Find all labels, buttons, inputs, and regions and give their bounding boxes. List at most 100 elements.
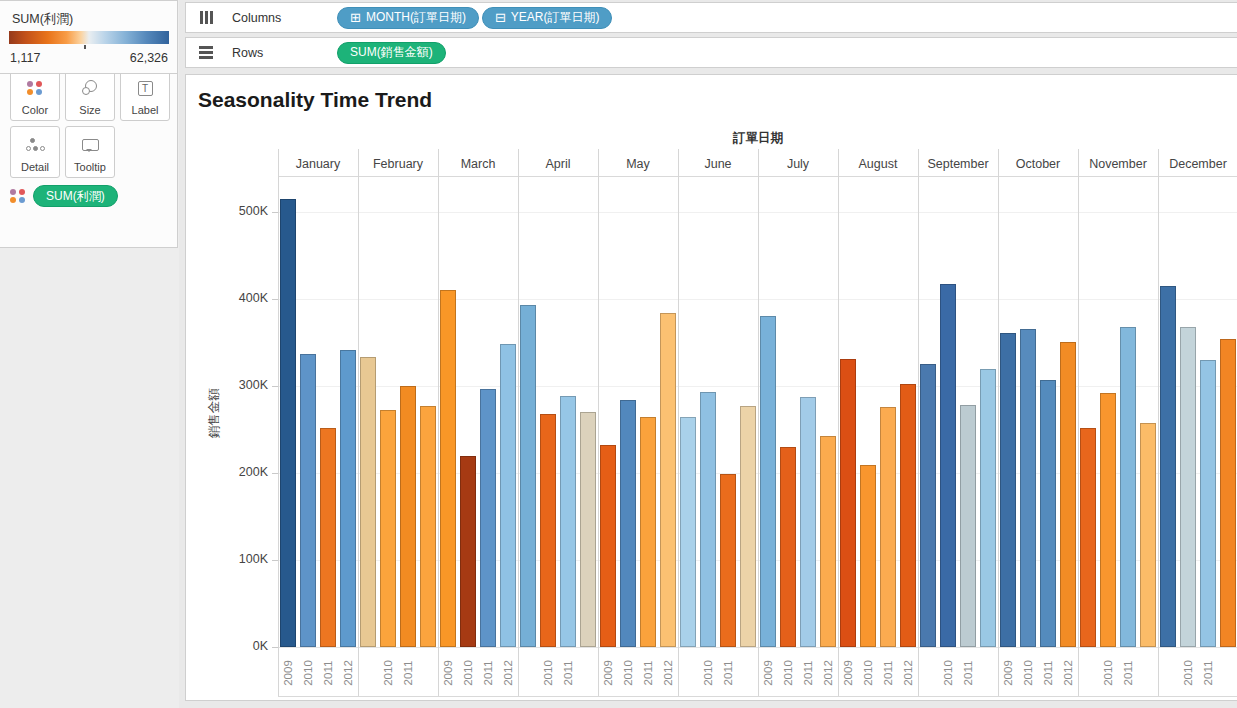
x-tick-year-label: 2012 [501,651,515,695]
x-tick-year-label: 2012 [821,651,835,695]
bar-may-2012[interactable] [660,313,676,647]
x-tick-year-label: 2011 [401,651,415,695]
label-button[interactable]: T Label [120,69,170,121]
bar-september-2012[interactable] [980,369,996,647]
rows-icon [196,46,216,59]
bar-april-2010[interactable] [540,414,556,647]
pill-sum-sales[interactable]: SUM(銷售金額) [337,42,446,64]
month-header-april: April [518,154,598,174]
worksheet: Seasonality Time Trend 訂單日期 銷售金額 0K100K2… [185,74,1237,701]
bar-july-2010[interactable] [780,447,796,647]
minus-box-icon[interactable]: ⊟ [495,11,506,24]
bar-november-2011[interactable] [1120,327,1136,647]
bar-december-2010[interactable] [1180,327,1196,647]
size-button[interactable]: Size [65,69,115,121]
bar-november-2012[interactable] [1140,423,1156,647]
panel-divider [278,149,279,696]
panel-divider [918,149,919,696]
bar-may-2011[interactable] [640,417,656,647]
pill-month-order-date[interactable]: ⊞ MONTH(訂單日期) [337,7,479,29]
bar-july-2009[interactable] [760,316,776,647]
x-tick-year-label: 2009 [1001,651,1015,695]
x-tick-year-label: 2010 [541,651,555,695]
bar-february-2010[interactable] [380,410,396,647]
bar-february-2011[interactable] [400,386,416,647]
label-button-label: Label [132,104,159,116]
column-axis-title: 訂單日期 [278,130,1237,147]
bar-june-2009[interactable] [680,417,696,647]
bar-september-2011[interactable] [960,405,976,647]
month-header-october: October [998,154,1078,174]
bar-february-2009[interactable] [360,357,376,647]
bar-march-2010[interactable] [460,456,476,647]
bar-january-2009[interactable] [280,199,296,647]
text-label-icon: T [121,79,169,97]
bar-april-2012[interactable] [580,412,596,647]
tooltip-button[interactable]: Tooltip [65,126,115,178]
bar-june-2011[interactable] [720,474,736,647]
size-circles-icon [66,79,114,97]
bar-april-2009[interactable] [520,305,536,647]
bar-december-2011[interactable] [1200,360,1216,647]
bar-april-2011[interactable] [560,396,576,647]
bar-march-2011[interactable] [480,389,496,647]
bar-september-2009[interactable] [920,364,936,647]
x-tick-year-label: 2010 [1181,651,1195,695]
bar-june-2010[interactable] [700,392,716,647]
tooltip-button-label: Tooltip [74,161,106,173]
bar-august-2012[interactable] [900,384,916,647]
bar-january-2011[interactable] [320,428,336,647]
color-encoding-pill[interactable]: SUM(利潤) [33,185,118,207]
bar-june-2012[interactable] [740,406,756,647]
y-tick-label: 400K [214,291,268,305]
bar-march-2012[interactable] [500,344,516,647]
bar-october-2009[interactable] [1000,333,1016,647]
bar-august-2010[interactable] [860,465,876,647]
month-header-august: August [838,154,918,174]
detail-button-label: Detail [21,161,49,173]
bar-july-2012[interactable] [820,436,836,647]
sidebar: Pages Filters Marks Bar ▼ Color Size T L… [0,0,179,708]
bar-march-2009[interactable] [440,290,456,647]
bar-october-2011[interactable] [1040,380,1056,647]
color-dots-icon [11,79,59,97]
color-button[interactable]: Color [10,69,60,121]
x-tick-year-label: 2011 [481,651,495,695]
color-gradient-bar[interactable] [9,31,169,44]
columns-shelf[interactable]: Columns ⊞ MONTH(訂單日期) ⊟ YEAR(訂單日期) [185,2,1237,33]
plus-box-icon[interactable]: ⊞ [350,11,361,24]
x-tick-year-label: 2010 [781,651,795,695]
bar-september-2010[interactable] [940,284,956,647]
rows-shelf[interactable]: Rows SUM(銷售金額) [185,37,1237,68]
bar-may-2009[interactable] [600,445,616,647]
pill-year-order-date[interactable]: ⊟ YEAR(訂單日期) [482,7,613,29]
bar-december-2009[interactable] [1160,286,1176,647]
x-tick-year-label: 2009 [441,651,455,695]
detail-button[interactable]: Detail [10,126,60,178]
color-encoding-pill-label: SUM(利潤) [46,188,105,205]
bar-august-2009[interactable] [840,359,856,647]
columns-shelf-label: Columns [232,11,337,25]
month-header-february: February [358,154,438,174]
bar-november-2010[interactable] [1100,393,1116,647]
bar-december-2012[interactable] [1220,339,1236,647]
bar-january-2012[interactable] [340,350,356,647]
bar-october-2010[interactable] [1020,329,1036,647]
bar-november-2009[interactable] [1080,428,1096,647]
pill-sum-sales-label: SUM(銷售金額) [350,44,433,61]
x-tick-year-label: 2011 [641,651,655,695]
month-header-may: May [598,154,678,174]
x-tick-year-label: 2010 [941,651,955,695]
pill-year-label: YEAR(訂單日期) [511,9,600,26]
bar-january-2010[interactable] [300,354,316,647]
bar-february-2012[interactable] [420,406,436,647]
bar-october-2012[interactable] [1060,342,1076,647]
x-tick-year-label: 2012 [1061,651,1075,695]
bar-may-2010[interactable] [620,400,636,647]
month-header-september: September [918,154,998,174]
y-tick-label: 200K [214,465,268,479]
bar-july-2011[interactable] [800,397,816,647]
x-tick-year-label: 2010 [1101,651,1115,695]
y-tick-label: 100K [214,552,268,566]
bar-august-2011[interactable] [880,407,896,647]
